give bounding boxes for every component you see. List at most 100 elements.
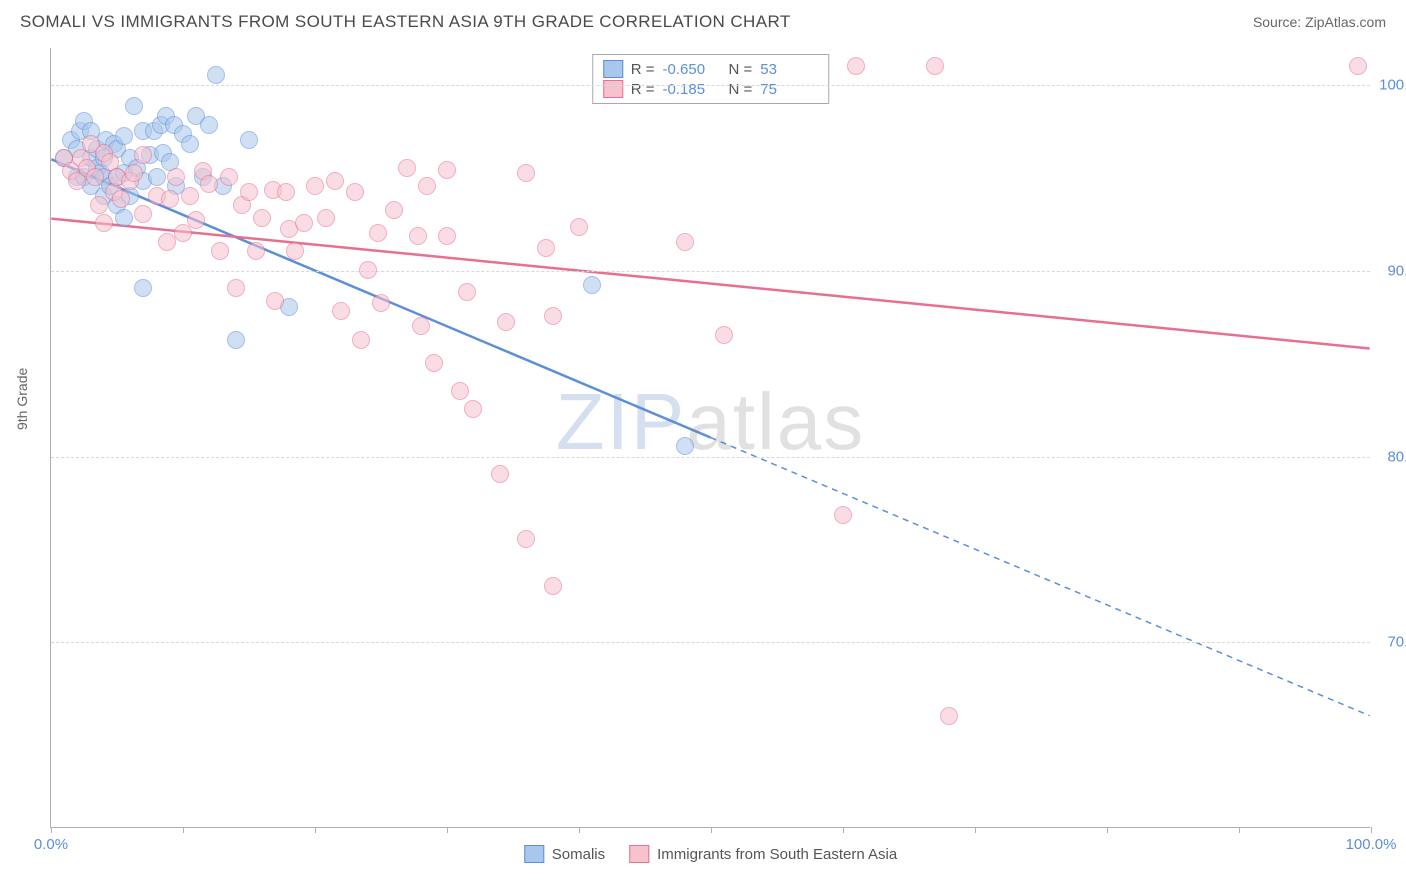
x-tick [1107, 827, 1108, 833]
data-point [86, 168, 104, 186]
legend-swatch [524, 845, 544, 863]
data-point [134, 279, 152, 297]
data-point [926, 57, 944, 75]
data-point [240, 131, 258, 149]
y-tick-label: 80.0% [1387, 448, 1406, 465]
x-tick [579, 827, 580, 833]
data-point [418, 177, 436, 195]
data-point [544, 577, 562, 595]
x-tick [51, 827, 52, 833]
data-point [425, 354, 443, 372]
x-tick [183, 827, 184, 833]
data-point [352, 331, 370, 349]
data-point [570, 218, 588, 236]
data-point [940, 707, 958, 725]
data-point [240, 183, 258, 201]
data-point [676, 437, 694, 455]
legend-item: Somalis [524, 845, 605, 863]
x-tick-label: 0.0% [34, 836, 68, 853]
correlation-legend: R =-0.650N =53R =-0.185N =75 [592, 54, 830, 104]
x-tick [447, 827, 448, 833]
data-point [207, 66, 225, 84]
legend-row: R =-0.185N =75 [603, 79, 819, 99]
y-tick-label: 90.0% [1387, 262, 1406, 279]
y-axis-label: 9th Grade [14, 368, 30, 430]
x-tick [711, 827, 712, 833]
data-point [1349, 57, 1367, 75]
data-point [286, 242, 304, 260]
data-point [187, 211, 205, 229]
data-point [227, 331, 245, 349]
data-point [847, 57, 865, 75]
data-point [253, 209, 271, 227]
data-point [834, 506, 852, 524]
x-tick [843, 827, 844, 833]
data-point [167, 168, 185, 186]
data-point [211, 242, 229, 260]
legend-swatch [629, 845, 649, 863]
data-point [125, 97, 143, 115]
data-point [385, 201, 403, 219]
source-attribution: Source: ZipAtlas.com [1253, 14, 1386, 30]
legend-item: Immigrants from South Eastern Asia [629, 845, 897, 863]
legend-row: R =-0.650N =53 [603, 59, 819, 79]
x-tick [1239, 827, 1240, 833]
data-point [200, 175, 218, 193]
y-tick-label: 70.0% [1387, 634, 1406, 651]
data-point [517, 164, 535, 182]
x-tick [1371, 827, 1372, 833]
legend-swatch [603, 80, 623, 98]
series-legend: Somalis Immigrants from South Eastern Asi… [524, 845, 897, 863]
data-point [497, 313, 515, 331]
data-point [181, 135, 199, 153]
data-point [134, 146, 152, 164]
y-tick-label: 100.0% [1379, 77, 1406, 94]
data-point [148, 168, 166, 186]
data-point [464, 400, 482, 418]
x-tick [315, 827, 316, 833]
data-point [346, 183, 364, 201]
data-point [676, 233, 694, 251]
scatter-chart: ZIPatlas R =-0.650N =53R =-0.185N =75 So… [50, 48, 1370, 828]
data-point [95, 214, 113, 232]
data-point [295, 214, 313, 232]
x-tick [975, 827, 976, 833]
data-point [317, 209, 335, 227]
data-point [200, 116, 218, 134]
data-point [372, 294, 390, 312]
data-point [583, 276, 601, 294]
grid-line [51, 271, 1370, 272]
data-point [181, 187, 199, 205]
data-point [326, 172, 344, 190]
data-point [115, 209, 133, 227]
data-point [161, 190, 179, 208]
data-point [544, 307, 562, 325]
data-point [220, 168, 238, 186]
data-point [115, 127, 133, 145]
data-point [112, 190, 130, 208]
data-point [438, 227, 456, 245]
chart-title: SOMALI VS IMMIGRANTS FROM SOUTH EASTERN … [20, 12, 791, 32]
data-point [306, 177, 324, 195]
grid-line [51, 642, 1370, 643]
data-point [332, 302, 350, 320]
grid-line [51, 457, 1370, 458]
data-point [247, 242, 265, 260]
data-point [715, 326, 733, 344]
data-point [537, 239, 555, 257]
data-point [451, 382, 469, 400]
data-point [266, 292, 284, 310]
data-point [409, 227, 427, 245]
data-point [90, 196, 108, 214]
data-point [277, 183, 295, 201]
grid-line [51, 85, 1370, 86]
data-point [125, 164, 143, 182]
watermark: ZIPatlas [556, 376, 865, 468]
data-point [517, 530, 535, 548]
data-point [458, 283, 476, 301]
data-point [412, 317, 430, 335]
regression-lines [51, 48, 1370, 827]
data-point [369, 224, 387, 242]
data-point [359, 261, 377, 279]
data-point [158, 233, 176, 251]
